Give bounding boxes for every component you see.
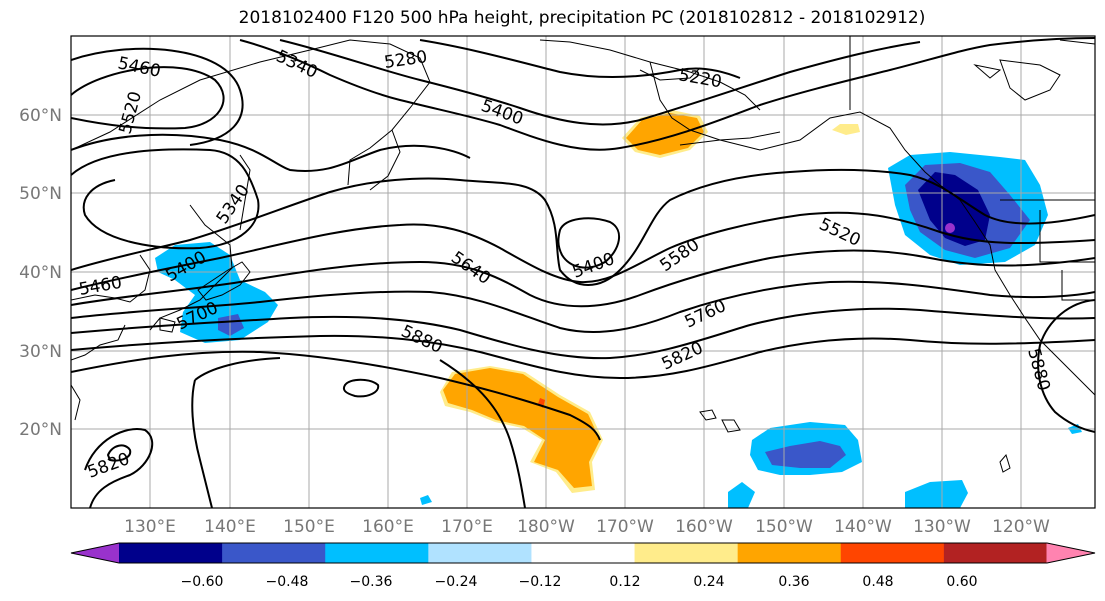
colorbar-segments <box>70 542 1096 564</box>
lat-label: 60°N <box>19 106 62 126</box>
lon-label: 170°E <box>441 517 493 537</box>
colorbar-segment <box>325 543 429 563</box>
lon-label: 180°W <box>517 517 575 537</box>
neg-anomaly-region-japan <box>155 242 278 343</box>
colorbar-segment <box>737 543 842 563</box>
graticule <box>71 36 1095 508</box>
map-title: 2018102400 F120 500 hPa height, precipit… <box>238 8 926 28</box>
colorbar-segment <box>428 543 533 563</box>
colorbar-ticks: −0.60 −0.48 −0.36 −0.24 −0.12 0.12 0.24 … <box>181 574 978 590</box>
lon-label: 140°E <box>204 517 256 537</box>
colorbar-segment <box>531 543 636 563</box>
lat-label: 20°N <box>19 420 62 440</box>
colorbar-extend-low <box>71 543 120 563</box>
colorbar-tick-label: −0.48 <box>266 574 309 590</box>
colorbar-tick-label: −0.24 <box>435 574 478 590</box>
lon-label: 140°W <box>834 517 892 537</box>
longitude-labels: 130°E 140°E 150°E 160°E 170°E 180°W 170°… <box>124 517 1050 537</box>
colorbar-segment <box>634 543 739 563</box>
lat-label: 30°N <box>19 342 62 362</box>
lon-label: 150°E <box>283 517 335 537</box>
lon-label: 160°E <box>362 517 414 537</box>
colorbar-tick-label: 0.48 <box>862 574 893 590</box>
colorbar-tick-label: −0.36 <box>350 574 393 590</box>
lon-label: 120°W <box>992 517 1050 537</box>
height-contours <box>71 37 1095 508</box>
lon-label: 170°W <box>596 517 654 537</box>
colorbar-outline <box>70 542 1096 564</box>
colorbar-segment <box>943 543 1048 563</box>
colorbar-segment <box>222 543 326 563</box>
latitude-labels: 60°N 50°N 40°N 30°N 20°N <box>19 106 62 440</box>
political-boundaries <box>849 36 1095 301</box>
colorbar-tick-label: 0.12 <box>609 574 640 590</box>
colorbar-tick-label: −0.60 <box>181 574 224 590</box>
colorbar-tick-label: −0.12 <box>519 574 562 590</box>
map-border <box>70 35 1096 509</box>
colorbar-tick-label: 0.24 <box>693 574 724 590</box>
lat-label: 50°N <box>19 184 62 204</box>
lon-label: 160°W <box>675 517 733 537</box>
colorbar-tick-label: 0.36 <box>778 574 809 590</box>
colorbar: −0.60 −0.48 −0.36 −0.24 −0.12 0.12 0.24 … <box>70 542 1096 590</box>
lon-label: 130°E <box>124 517 176 537</box>
colorbar-tick-label: 0.60 <box>946 574 977 590</box>
lon-label: 130°W <box>913 517 971 537</box>
lat-label: 40°N <box>19 263 62 283</box>
lon-label: 150°W <box>755 517 813 537</box>
colorbar-segment <box>119 543 223 563</box>
colorbar-extend-high <box>1046 543 1095 563</box>
colorbar-segment <box>840 543 945 563</box>
